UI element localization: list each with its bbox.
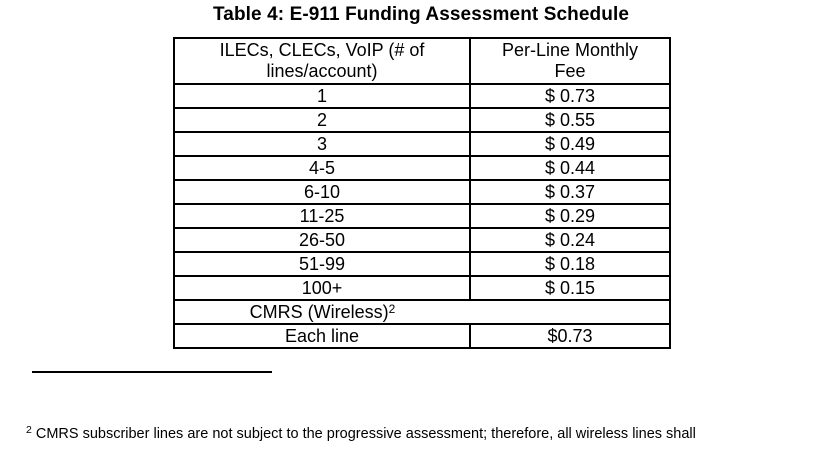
table-row: 2 $ 0.55 [173, 107, 671, 133]
table-row: 6-10 $ 0.37 [173, 179, 671, 205]
tier-cell: CMRS (Wireless)2 [173, 299, 470, 325]
tier-cell: 6-10 [173, 179, 471, 205]
header-line: ILECs, CLECs, VoIP (# of [219, 40, 425, 60]
footnote-line: 2 CMRS subscriber lines are not subject t… [26, 424, 702, 446]
fee-cell: $ 0.55 [469, 107, 671, 133]
table-row: 3 $ 0.49 [173, 131, 671, 157]
fee-cell: $ 0.15 [469, 275, 671, 301]
tier-cell: 100+ [173, 275, 471, 301]
fee-cell: $ 0.37 [469, 179, 671, 205]
footnote-reference-superscript: 2 [388, 301, 396, 316]
table-row: 1 $ 0.73 [173, 83, 671, 109]
header-line: Per-Line Monthly [501, 40, 639, 60]
fee-cell: $ 0.24 [469, 227, 671, 253]
tier-cell: Each line [173, 323, 471, 349]
tier-cell: 51-99 [173, 251, 471, 277]
tier-cell: 26-50 [173, 227, 471, 253]
table-row: 4-5 $ 0.44 [173, 155, 671, 181]
fee-cell [470, 299, 671, 325]
table-caption: Table 4: E-911 Funding Assessment Schedu… [213, 4, 629, 25]
fee-cell: $ 0.73 [469, 83, 671, 109]
tier-cell: 11-25 [173, 203, 471, 229]
table-row: 51-99 $ 0.18 [173, 251, 671, 277]
table-row: 11-25 $ 0.29 [173, 203, 671, 229]
table-row-cmrs-wireless: CMRS (Wireless)2 [173, 299, 671, 325]
footnote-text: CMRS subscriber lines are not subject to… [35, 426, 696, 442]
header-line: lines/account) [266, 61, 378, 81]
tier-cell: 1 [173, 83, 471, 109]
fee-cell: $0.73 [469, 323, 671, 349]
cmrs-label: CMRS (Wireless) [249, 301, 389, 322]
header-line: Fee [554, 61, 586, 81]
column-header-per-line-fee: Per-Line Monthly Fee [469, 37, 671, 85]
footnote-marker: 2 [26, 424, 32, 436]
column-header-lines-per-account: ILECs, CLECs, VoIP (# of lines/account) [173, 37, 471, 85]
table-header-row: ILECs, CLECs, VoIP (# of lines/account) … [173, 37, 671, 85]
fee-cell: $ 0.29 [469, 203, 671, 229]
table-row: Each line $0.73 [173, 323, 671, 349]
table-row: 100+ $ 0.15 [173, 275, 671, 301]
fee-cell: $ 0.18 [469, 251, 671, 277]
tier-cell: 2 [173, 107, 471, 133]
table-row: 26-50 $ 0.24 [173, 227, 671, 253]
tier-cell: 3 [173, 131, 471, 157]
footnote-separator-rule [32, 371, 272, 373]
fee-cell: $ 0.44 [469, 155, 671, 181]
e911-funding-table: ILECs, CLECs, VoIP (# of lines/account) … [173, 37, 671, 349]
fee-cell: $ 0.49 [469, 131, 671, 157]
tier-cell: 4-5 [173, 155, 471, 181]
footnote: 2 CMRS subscriber lines are not subject t… [26, 382, 702, 474]
